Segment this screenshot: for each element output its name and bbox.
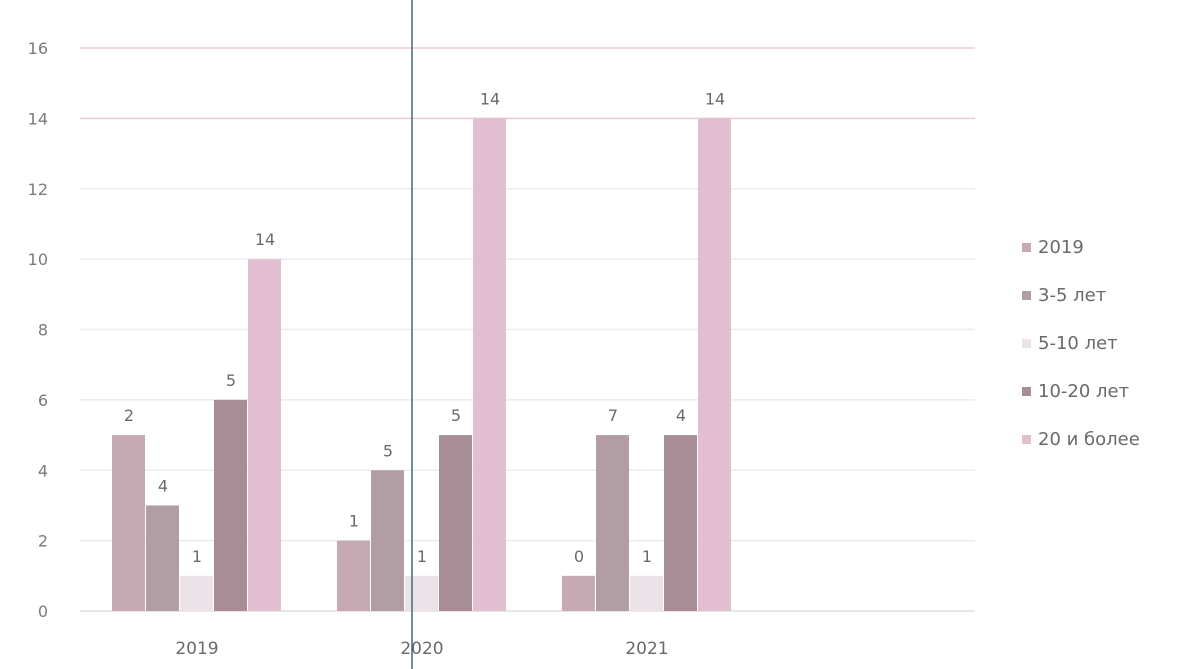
x-category-label: 2020 (400, 639, 443, 659)
bar-2019-series-1 (146, 505, 179, 611)
y-tick-label: 2 (38, 532, 48, 551)
bar-2021-series-4 (698, 118, 731, 611)
data-label: 1 (192, 547, 202, 566)
legend-label-20-plus: 20 и более (1038, 428, 1140, 450)
legend-swatch-2019 (1022, 242, 1031, 252)
data-label: 7 (608, 406, 618, 425)
y-tick-label: 6 (38, 391, 48, 410)
data-label: 5 (383, 441, 393, 460)
x-category-label: 2021 (625, 639, 668, 659)
data-label: 4 (158, 476, 168, 495)
bar-2021-series-0 (562, 575, 595, 611)
bar-2020-series-1 (371, 470, 404, 611)
data-label: 2 (124, 406, 134, 425)
data-label: 14 (480, 89, 500, 108)
bar-2020-series-4 (473, 118, 506, 611)
y-tick-label: 4 (38, 461, 48, 480)
bar-2020-series-2 (405, 575, 438, 611)
data-label: 0 (574, 547, 584, 566)
data-label: 1 (642, 547, 652, 566)
y-tick-label: 16 (28, 39, 48, 58)
x-category-label: 2019 (175, 639, 218, 659)
y-tick-label: 8 (38, 321, 48, 340)
y-tick-label: 0 (38, 602, 48, 621)
legend-label-5-10: 5-10 лет (1038, 332, 1118, 354)
data-label: 1 (417, 547, 427, 566)
y-tick-label: 14 (28, 109, 48, 128)
bar-2019-series-4 (248, 259, 281, 611)
chart-legend: 2019 3-5 лет 5-10 лет 10-20 лет 20 и бол… (1022, 232, 1140, 454)
bar-2019-series-2 (180, 575, 213, 611)
data-label: 14 (705, 89, 725, 108)
bar-2019-series-3 (214, 399, 247, 611)
legend-item-5-10: 5-10 лет (1022, 328, 1140, 358)
legend-item-20-plus: 20 и более (1022, 424, 1140, 454)
legend-label-2019: 2019 (1038, 236, 1084, 258)
bar-2021-series-1 (596, 435, 629, 611)
bar-2020-series-0 (337, 540, 370, 611)
bar-2020-series-3 (439, 435, 472, 611)
data-label: 14 (255, 230, 275, 249)
data-label: 5 (451, 406, 461, 425)
data-label: 5 (226, 371, 236, 390)
bar-2021-series-2 (630, 575, 663, 611)
legend-item-3-5: 3-5 лет (1022, 280, 1140, 310)
y-tick-label: 12 (28, 180, 48, 199)
legend-label-3-5: 3-5 лет (1038, 284, 1107, 306)
legend-label-10-20: 10-20 лет (1038, 380, 1130, 402)
y-tick-label: 10 (28, 250, 48, 269)
bar-2019-series-0 (112, 435, 145, 611)
legend-item-10-20: 10-20 лет (1022, 376, 1140, 406)
bar-2021-series-3 (664, 435, 697, 611)
data-label: 1 (349, 512, 359, 531)
legend-swatch-3-5 (1022, 290, 1031, 300)
legend-swatch-20-plus (1022, 434, 1031, 444)
data-label: 4 (676, 406, 686, 425)
legend-swatch-5-10 (1022, 338, 1031, 348)
legend-swatch-10-20 (1022, 386, 1031, 396)
legend-item-2019: 2019 (1022, 232, 1140, 262)
